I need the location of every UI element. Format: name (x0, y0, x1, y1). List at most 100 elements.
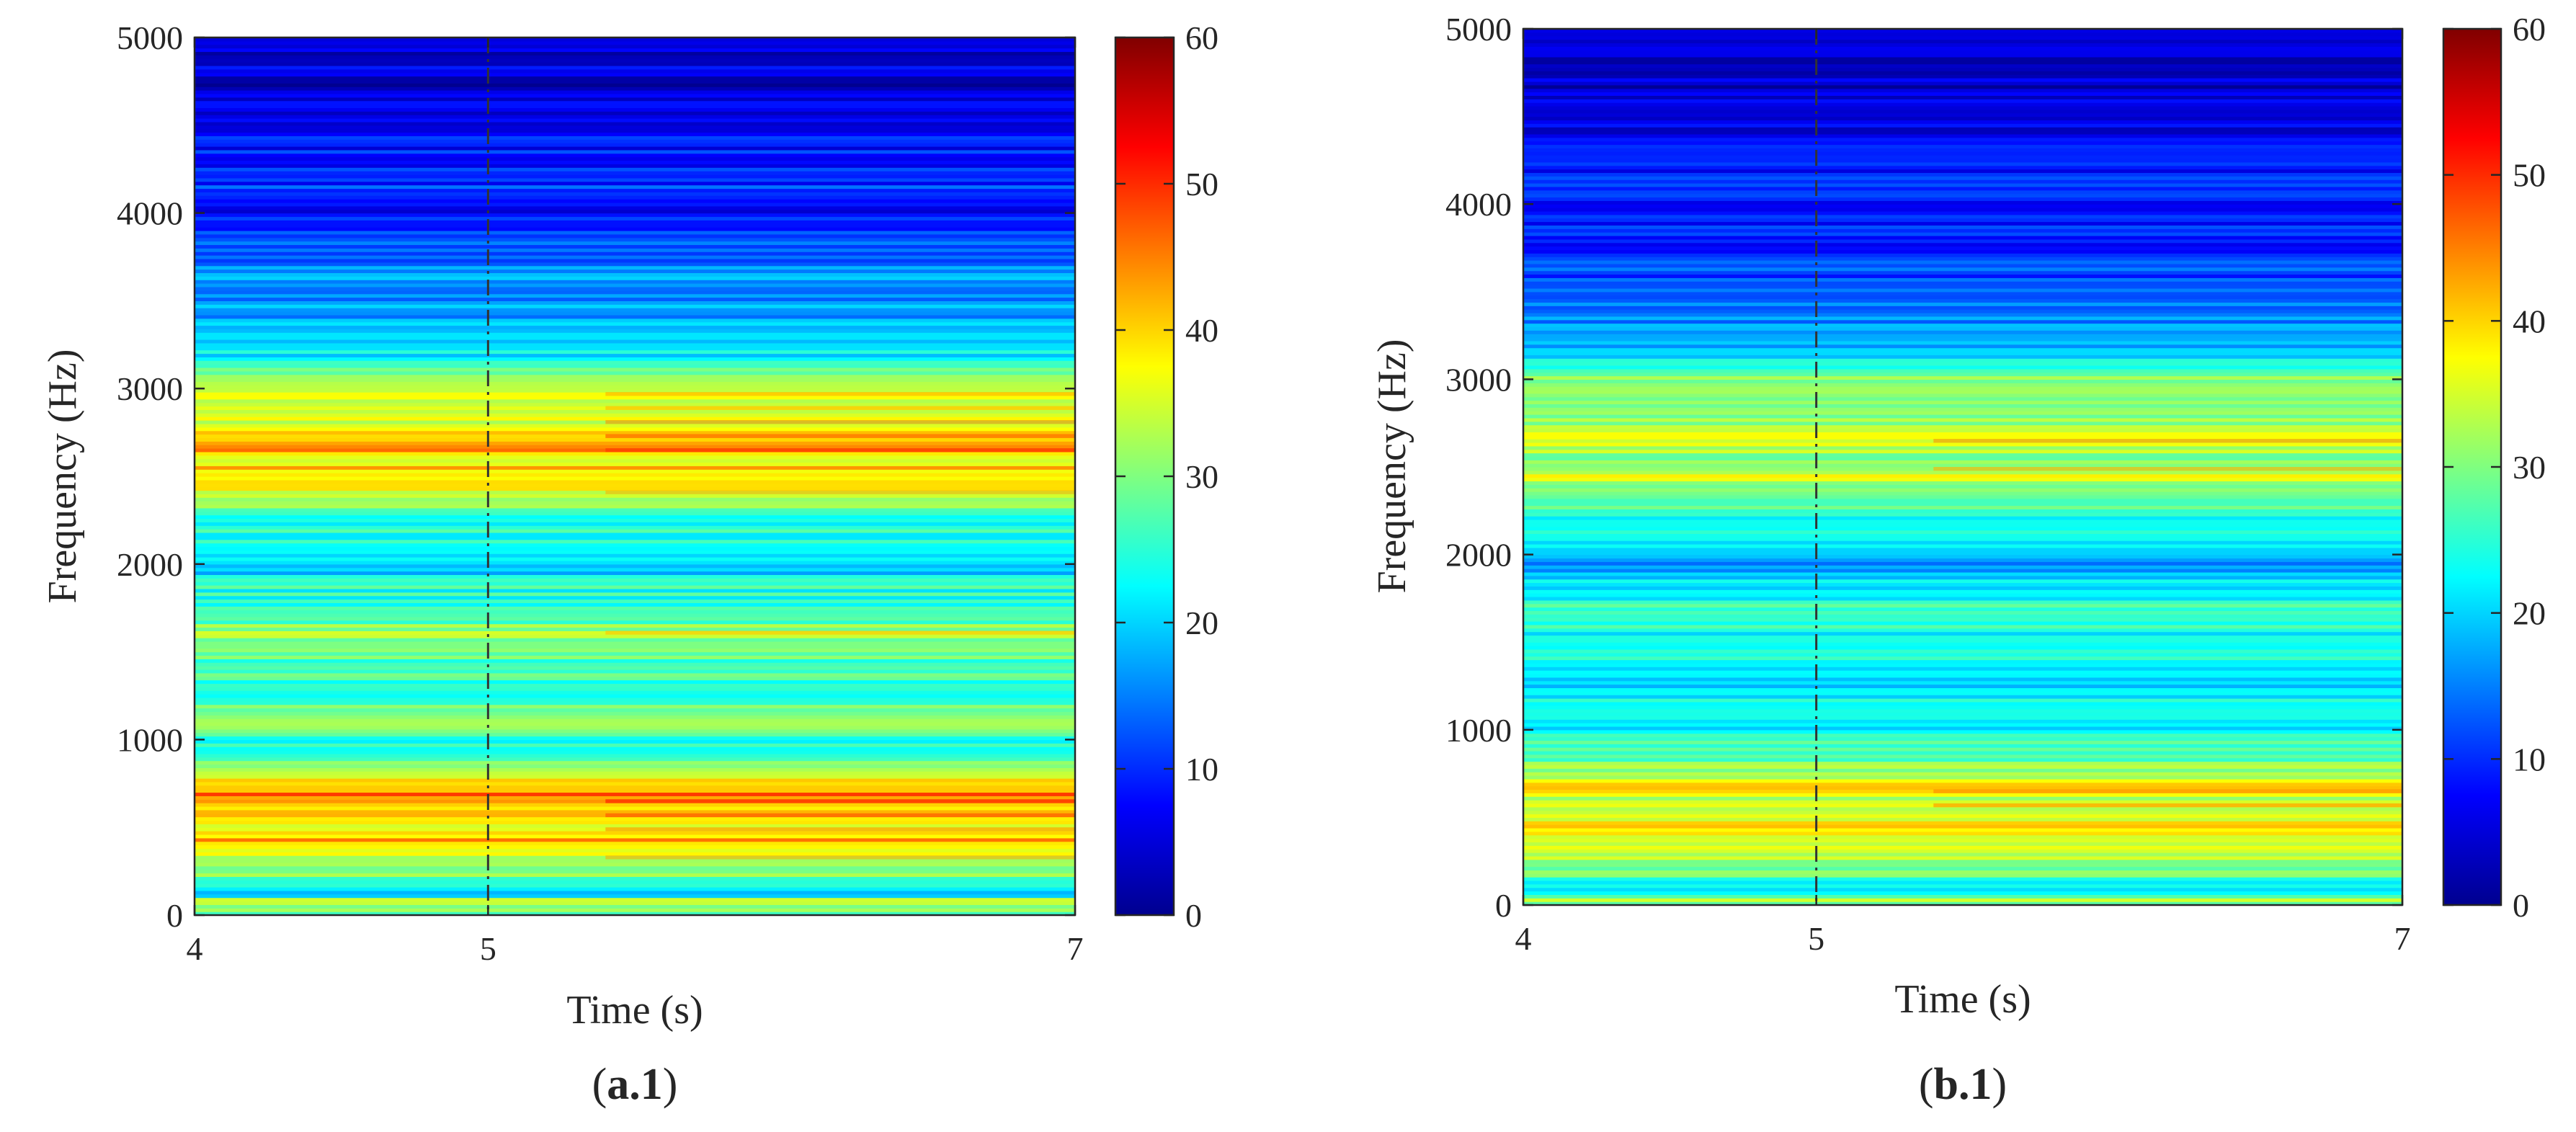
heatmap-band (195, 873, 1075, 878)
heatmap-band (195, 132, 1075, 137)
heatmap-band (195, 241, 1075, 246)
heatmap-band (195, 757, 1075, 762)
colorbar-tick-label: 60 (2513, 11, 2546, 48)
heatmap-band (1523, 246, 2402, 251)
heatmap-streaks (605, 392, 1075, 860)
heatmap-band (1523, 621, 2402, 625)
x-ticks: 4 5 7 (1515, 29, 2411, 957)
heatmap-band (1523, 729, 2402, 734)
heatmap-band (195, 683, 1075, 687)
heatmap-band (195, 543, 1075, 548)
heatmap-band (195, 785, 1075, 790)
heatmap-band (195, 237, 1075, 242)
heatmap-band (1523, 530, 2402, 535)
heatmap-band (1523, 505, 2402, 509)
heatmap-band (195, 318, 1075, 323)
heatmap-band (1523, 407, 2402, 411)
y-ticks: 0 1000 2000 3000 4000 5000 (1445, 11, 2402, 924)
heatmap-band (195, 694, 1075, 698)
heatmap-band (1523, 281, 2402, 285)
heatmap-band (1523, 488, 2402, 492)
heatmap-band (1523, 193, 2402, 198)
heatmap-band (1523, 618, 2402, 622)
heatmap-band (195, 862, 1075, 867)
heatmap-band (195, 353, 1075, 357)
heatmap-band (1523, 74, 2402, 79)
heatmap-band (195, 342, 1075, 347)
heatmap-band (1523, 512, 2402, 517)
heatmap-band (195, 501, 1075, 505)
heatmap-band (1523, 155, 2402, 159)
heatmap-band (1523, 210, 2402, 215)
heatmap-band (1523, 845, 2402, 850)
heatmap-band (195, 286, 1075, 291)
heatmap-band (1523, 677, 2402, 682)
heatmap-band (195, 700, 1075, 705)
heatmap-band (195, 395, 1075, 400)
heatmap-band (1523, 673, 2402, 678)
heatmap-streak (605, 448, 1075, 453)
colorbar-tick-label: 50 (1185, 166, 1218, 202)
heatmap-band (195, 339, 1075, 344)
heatmap-band (1523, 680, 2402, 685)
heatmap-streak (1933, 803, 2402, 808)
heatmap-band (1523, 340, 2402, 345)
heatmap-band (1523, 208, 2402, 212)
heatmap-band (195, 777, 1075, 783)
heatmap-band (195, 205, 1075, 210)
heatmap-band (195, 638, 1075, 642)
heatmap-band (1523, 165, 2402, 170)
heatmap-band (195, 68, 1075, 73)
heatmap-band (195, 529, 1075, 533)
colorbar-tick-label: 50 (2513, 157, 2546, 194)
heatmap-band (1523, 130, 2402, 135)
heatmap-band (1523, 71, 2402, 75)
heatmap-band (195, 852, 1075, 856)
plot-frame (1522, 27, 2404, 906)
heatmap-band (1523, 519, 2402, 524)
heatmap-band (1523, 747, 2402, 752)
heatmap-band (1523, 456, 2402, 460)
heatmap-band (195, 216, 1075, 220)
y-tick-label: 3000 (117, 370, 183, 407)
heatmap-band (1523, 67, 2402, 71)
heatmap-band (1523, 477, 2402, 482)
heatmap-band (1523, 614, 2402, 618)
heatmap-band (1523, 834, 2402, 839)
heatmap-band (1523, 667, 2402, 671)
colorbar-ticks: 0 10 20 30 40 50 60 (1115, 19, 1218, 934)
heatmap-band (1523, 484, 2402, 489)
heatmap-band (1523, 232, 2402, 236)
heatmap-band (195, 567, 1075, 572)
heatmap-band (195, 753, 1075, 758)
heatmap-band (195, 890, 1075, 895)
heatmap-band (195, 177, 1075, 182)
heatmap-band (1523, 242, 2402, 247)
heatmap-band (1523, 687, 2402, 692)
heatmap-band (195, 37, 1075, 42)
heatmap-band (195, 616, 1075, 621)
heatmap-band (195, 388, 1075, 393)
heatmap-band (195, 697, 1075, 702)
heatmap-band (195, 311, 1075, 316)
heatmap-band (1523, 631, 2402, 636)
heatmap-band (1523, 148, 2402, 152)
heatmap-band (195, 398, 1075, 404)
heatmap-band (195, 314, 1075, 319)
heatmap-band (195, 332, 1075, 337)
heatmap-band (195, 715, 1075, 719)
heatmap-band (1523, 88, 2402, 93)
heatmap-band (1523, 274, 2402, 278)
colorbar-tick-label: 60 (1185, 19, 1218, 56)
heatmap-band (195, 40, 1075, 45)
heatmap-band (195, 65, 1075, 70)
spectrogram-svg-a1: 0 1000 2000 3000 4000 5000 4 5 7 Time (s) Frequ… (40, 19, 1218, 1109)
heatmap-band (1523, 53, 2402, 58)
heatmap-band (195, 79, 1075, 84)
heatmap-band (195, 869, 1075, 874)
heatmap-band (195, 651, 1075, 656)
heatmap-band (195, 550, 1075, 554)
heatmap-band (1523, 253, 2402, 257)
heatmap-band (1523, 176, 2402, 180)
heatmap-band (195, 135, 1075, 140)
